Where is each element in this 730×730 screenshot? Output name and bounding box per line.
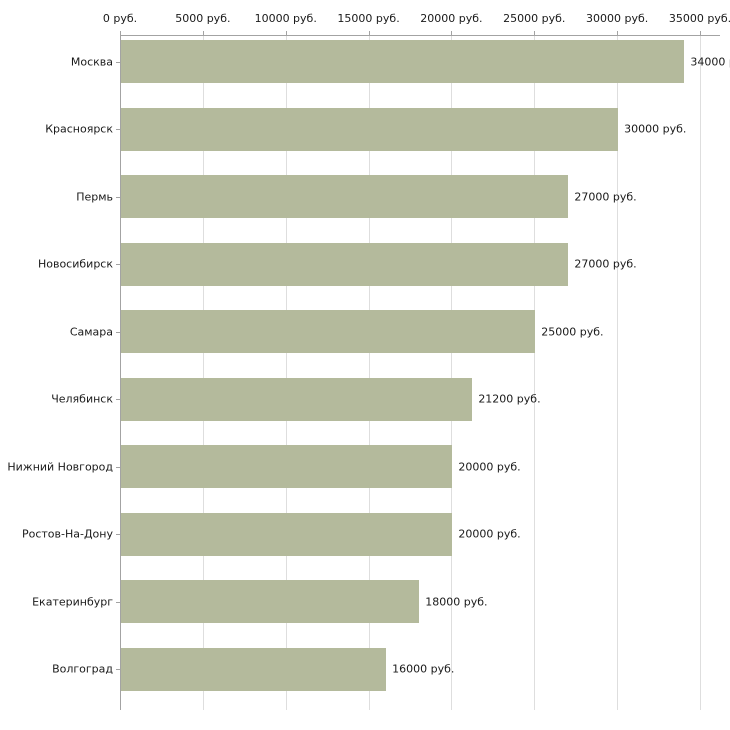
bar-value-label: 20000 руб. <box>458 460 521 473</box>
x-axis-tick-label: 10000 руб. <box>254 12 317 25</box>
bar <box>121 40 685 83</box>
bar-value-label: 27000 руб. <box>574 257 637 271</box>
category-label: Челябинск <box>51 392 113 406</box>
category-label: Екатеринбург <box>32 595 113 608</box>
x-axis-tick <box>120 31 121 35</box>
x-axis-tick <box>285 31 287 35</box>
gridline <box>285 35 287 710</box>
bar <box>121 445 453 488</box>
x-axis-tick-label: 30000 руб. <box>586 12 649 25</box>
bar <box>121 647 387 691</box>
category-label: Москва <box>70 55 113 68</box>
y-axis-tick <box>116 466 120 468</box>
y-axis-tick <box>116 129 120 130</box>
gridline <box>700 35 701 710</box>
bar <box>121 310 536 353</box>
bar <box>121 512 453 556</box>
bar <box>121 377 473 421</box>
y-axis-tick <box>116 61 120 63</box>
bar <box>121 175 569 218</box>
bar-value-label: 18000 руб. <box>425 595 488 608</box>
y-axis-tick <box>116 534 120 535</box>
x-axis-tick-label: 15000 руб. <box>337 12 400 25</box>
y-axis-line <box>120 35 121 710</box>
bar-value-label: 21200 руб. <box>478 392 541 406</box>
y-axis-tick <box>116 601 120 603</box>
y-axis-tick <box>116 399 120 400</box>
category-label: Нижний Новгород <box>7 460 113 473</box>
bar-value-label: 27000 руб. <box>574 190 637 203</box>
gridline <box>451 35 453 710</box>
x-axis-tick <box>534 31 536 35</box>
x-axis-tick-label: 5000 руб. <box>175 12 231 25</box>
x-axis-tick <box>451 31 453 35</box>
bar <box>121 242 569 286</box>
bar-value-label: 20000 руб. <box>458 527 521 541</box>
bar-value-label: 30000 руб. <box>624 122 687 136</box>
category-label: Волгоград <box>52 662 113 676</box>
y-axis-tick <box>116 196 120 198</box>
bar <box>121 580 420 623</box>
x-axis-tick-label: 20000 руб. <box>420 12 483 25</box>
category-label: Новосибирск <box>37 257 113 271</box>
gridline <box>202 35 204 710</box>
category-label: Красноярск <box>45 122 113 136</box>
category-label: Ростов-На-Дону <box>21 527 113 541</box>
gridline <box>617 35 619 710</box>
y-axis-tick <box>116 331 120 333</box>
x-axis-tick <box>368 31 370 35</box>
bar-value-label: 25000 руб. <box>541 325 604 338</box>
bar-value-label: 16000 руб. <box>392 662 455 676</box>
x-axis-tick <box>700 31 701 35</box>
bar <box>121 107 619 151</box>
bar-value-label: 34000 руб. <box>690 55 730 68</box>
y-axis-tick <box>116 669 120 670</box>
x-axis-line <box>120 35 720 36</box>
y-axis-tick <box>116 264 120 265</box>
x-axis-tick-label: 25000 руб. <box>503 12 566 25</box>
category-label: Самара <box>69 325 113 338</box>
x-axis-tick <box>617 31 619 35</box>
gridline <box>534 35 536 710</box>
category-label: Пермь <box>76 190 113 203</box>
x-axis-tick-label: 35000 руб. <box>668 12 730 25</box>
x-axis-tick-label: 0 руб. <box>102 12 138 25</box>
x-axis-tick <box>202 31 204 35</box>
gridline <box>368 35 370 710</box>
